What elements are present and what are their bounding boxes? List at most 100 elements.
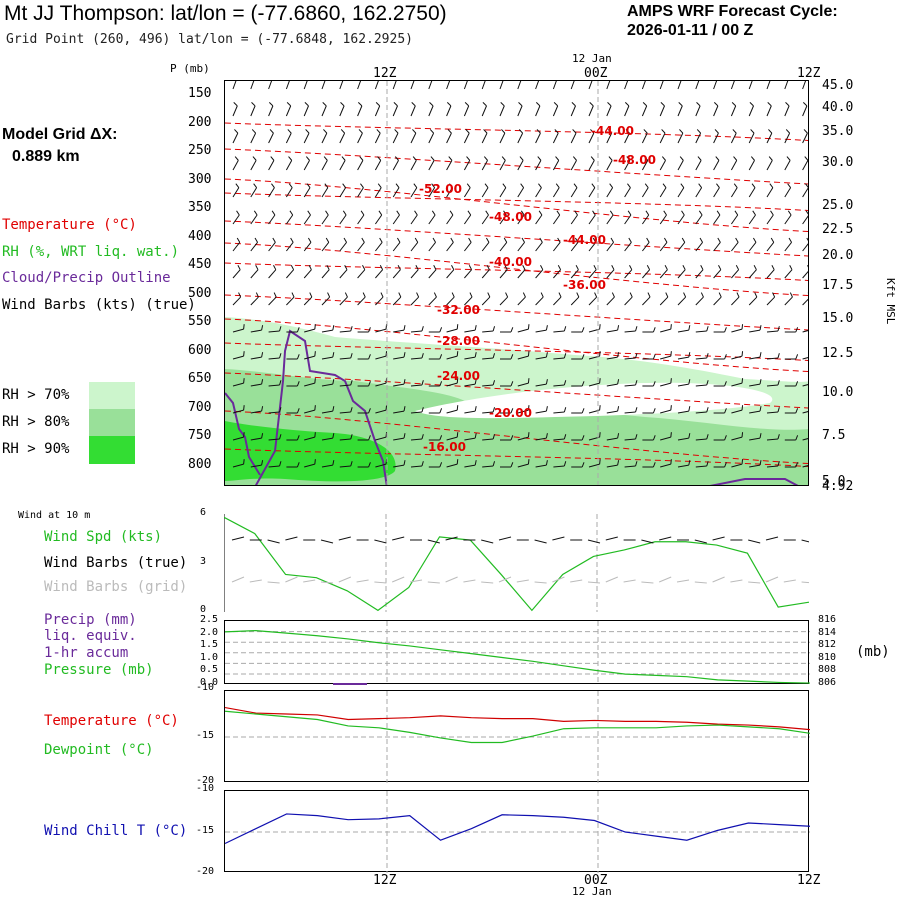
wind-barb	[784, 269, 793, 279]
wind-barb-flag	[469, 292, 473, 298]
wind-barb	[481, 242, 490, 252]
wind-barb-flag	[433, 292, 437, 298]
wind-barb-flag	[291, 292, 295, 298]
wind-barb	[428, 160, 435, 171]
wind-barb-flag	[574, 210, 578, 216]
wind-barb	[641, 187, 649, 198]
wind-barb	[570, 187, 578, 198]
wind-barb	[553, 296, 562, 306]
wind-barb-flag	[592, 237, 597, 243]
wind-barb-flag	[803, 129, 808, 134]
pressure-tick: 700	[188, 399, 212, 415]
wind-barb-flag	[450, 237, 454, 243]
wind-barb-flag	[539, 237, 543, 243]
wind-barb-flag	[261, 379, 264, 385]
pressure-y-tick: 806	[818, 677, 837, 688]
wind-barb-flag	[581, 435, 585, 441]
surface-wind-barb-grid	[303, 579, 316, 583]
wind-barb-flag	[611, 292, 615, 298]
wind-barb-flag	[599, 459, 601, 465]
wind-barb	[250, 296, 259, 306]
temperature-contour-label: -40.00	[489, 255, 532, 269]
wind-barb	[766, 242, 775, 252]
wind-barb	[552, 214, 561, 225]
wind-barb	[606, 296, 615, 306]
wind-barb-flag	[741, 459, 744, 465]
wind-barb	[428, 242, 436, 252]
wind-barb-flag	[521, 237, 526, 243]
wind-barb	[499, 296, 509, 306]
wind-barb-flag	[581, 462, 585, 468]
temperature-contour	[225, 262, 808, 281]
wind-barb-flag	[670, 378, 672, 384]
wind-barb	[606, 105, 612, 117]
wind-barb-flag	[342, 183, 347, 188]
wind-barb-flag	[327, 292, 331, 298]
wind-barb	[357, 81, 362, 90]
bottom-time-label: 00Z	[584, 873, 608, 888]
wind-barb-flag	[510, 408, 514, 414]
wind-barb	[695, 187, 703, 198]
wind-barb-flag	[255, 265, 259, 270]
wind-barb-flag	[617, 325, 620, 331]
wind-barb-flag	[629, 292, 633, 298]
pressure-svg	[225, 621, 810, 685]
wind-barb-flag	[678, 102, 683, 107]
wind-barb-flag	[305, 129, 310, 134]
rh80-swatch	[89, 409, 135, 436]
wind-barb-flag	[251, 102, 256, 107]
wind-barb	[553, 465, 565, 468]
wind-barb	[588, 81, 593, 90]
wind-barb-flag	[474, 406, 477, 412]
wind-barb	[232, 463, 244, 468]
wind-barb	[731, 436, 743, 441]
wind-barb-flag	[646, 237, 650, 243]
wind-barb-flag	[741, 405, 744, 411]
wind-barb	[784, 296, 793, 306]
top-time-label: 12Z	[373, 66, 397, 81]
wind-barb	[802, 357, 808, 360]
legend-precip: Precip (mm)	[44, 612, 137, 628]
wind-barb-flag	[683, 292, 687, 298]
height-tick: 40.0	[822, 100, 854, 115]
wind-barb	[606, 464, 618, 468]
wind-barb-flag	[617, 460, 620, 466]
wind-barb	[802, 411, 808, 414]
temperature-contour-layer	[225, 122, 808, 467]
wind-barb-flag	[504, 265, 508, 270]
wind-barb	[642, 269, 650, 279]
surface-wind-barb	[659, 536, 672, 541]
wind-barb-flag	[706, 461, 709, 467]
top-time-label: 12Z	[797, 66, 821, 81]
wind-barb	[375, 382, 387, 387]
wind-barb-flag	[771, 265, 775, 270]
wind-barb	[677, 410, 689, 414]
wind-barb	[588, 382, 600, 387]
wind-barb-flag	[502, 183, 507, 188]
temperature-contour-label: -32.00	[437, 303, 480, 317]
wind-chill-y-tick: -10	[196, 783, 215, 794]
wind-barb-flag	[759, 406, 762, 412]
wind-barb-flag	[378, 210, 383, 216]
surface-wind-barb	[765, 536, 779, 541]
wind-barb	[304, 436, 315, 441]
wind-barb	[659, 269, 668, 279]
wind-barb-flag	[716, 210, 721, 216]
wind-barb-flag	[332, 352, 335, 358]
wind-barb	[570, 160, 577, 171]
wind-barb-flag	[243, 405, 245, 411]
wind-barb	[641, 132, 648, 144]
wind-barb-flag	[627, 210, 632, 216]
wind-barb	[357, 269, 366, 279]
wind-barb-flag	[724, 462, 727, 468]
wind-barb-flag	[573, 183, 578, 188]
wind-barb-flag	[485, 210, 489, 216]
wind-10m-label: Wind at 10 m	[18, 510, 91, 521]
pressure-tick: 400	[188, 228, 212, 244]
wind-barb-flag	[751, 183, 756, 188]
wind-barb	[642, 242, 650, 252]
wind-barb	[410, 105, 416, 117]
wind-barb-flag	[279, 461, 282, 467]
wind-barb-flag	[635, 326, 638, 332]
wind-barb-flag	[733, 183, 738, 188]
